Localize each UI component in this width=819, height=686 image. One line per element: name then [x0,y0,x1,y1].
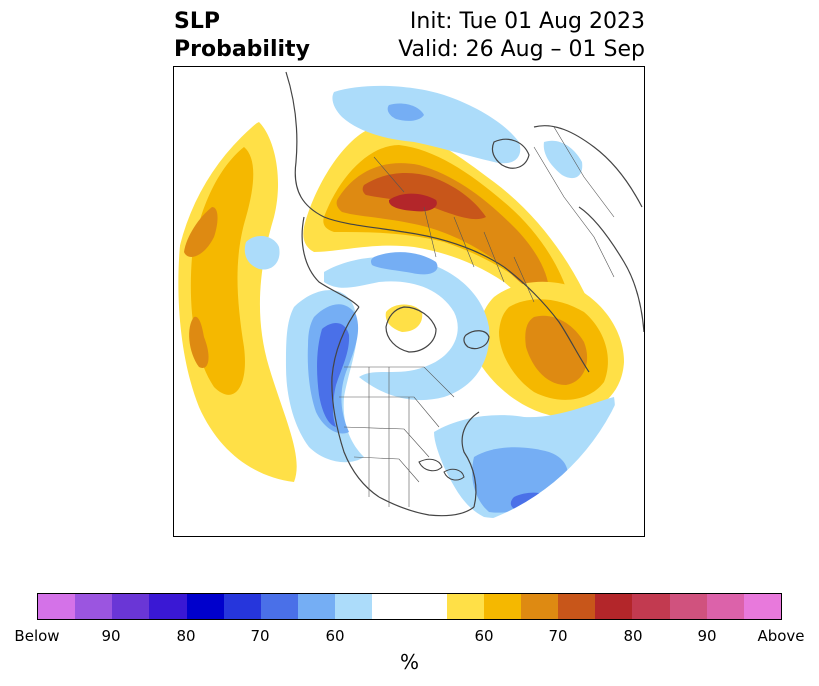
colorbar-below-55 [335,594,373,619]
colorbar-below-90 [75,594,113,619]
tick-above-80: 80 [623,627,643,645]
tick-below-60: 60 [325,627,345,645]
below-55-pacific-small [244,235,280,270]
init-date: Init: Tue 01 Aug 2023 [409,9,645,34]
below-60-north [387,103,424,121]
colorbar-above-65 [521,594,559,619]
title-variable: SLP [174,9,220,34]
colorbar-above-80 [632,594,670,619]
colorbar-above-70 [558,594,596,619]
country-borders [339,126,615,507]
above-70-asia [525,315,588,385]
tick-above-70: 70 [548,627,568,645]
tick-above-90: 90 [697,627,717,645]
probability-colorbar [37,593,782,620]
tick-below-80: 80 [176,627,196,645]
colorbar-above-90 [706,594,744,619]
colorbar-below-85 [112,594,150,619]
above-70-pacific [184,207,218,257]
colorbar-below-70 [223,594,261,619]
colorbar-above-95 [743,594,782,619]
tick-above: Above [757,627,805,645]
coastlines [285,71,644,517]
probability-map [174,67,644,536]
colorbar-above-60 [483,594,522,619]
above-65-pacific-b [189,316,209,368]
map-panel [173,66,645,537]
tick-below-70: 70 [250,627,270,645]
below-55-ne [543,140,583,179]
colorbar-ticks: Below 90 80 70 60 60 70 80 90 Above [0,627,819,649]
colorbar-neutral [372,594,447,619]
below-55-arctic-ring [324,256,490,401]
colorbar-below-60 [298,594,336,619]
colorbar-below-95 [38,594,76,619]
great-lakes [418,458,465,481]
above-65-pacific [190,147,254,395]
above-80-eurasia [388,193,437,212]
colorbar-above-55 [446,594,484,619]
below-65-canada [317,323,350,427]
title-type: Probability [174,37,310,62]
tick-below-90: 90 [101,627,121,645]
title-left: SLP Probability [174,8,310,64]
colorbar-below-75 [186,594,224,619]
below-55-north [332,85,521,164]
tick-below: Below [14,627,60,645]
colorbar-above-75 [595,594,633,619]
colorbar-unit-label: % [399,650,419,674]
colorbar-below-65 [260,594,299,619]
below-60-arctic [370,252,438,275]
colorbar-below-80 [149,594,187,619]
valid-range: Valid: 26 Aug – 01 Sep [398,37,645,62]
title-right: Init: Tue 01 Aug 2023 Valid: 26 Aug – 01… [398,8,645,64]
tick-above-60: 60 [474,627,494,645]
colorbar-above-85 [669,594,707,619]
